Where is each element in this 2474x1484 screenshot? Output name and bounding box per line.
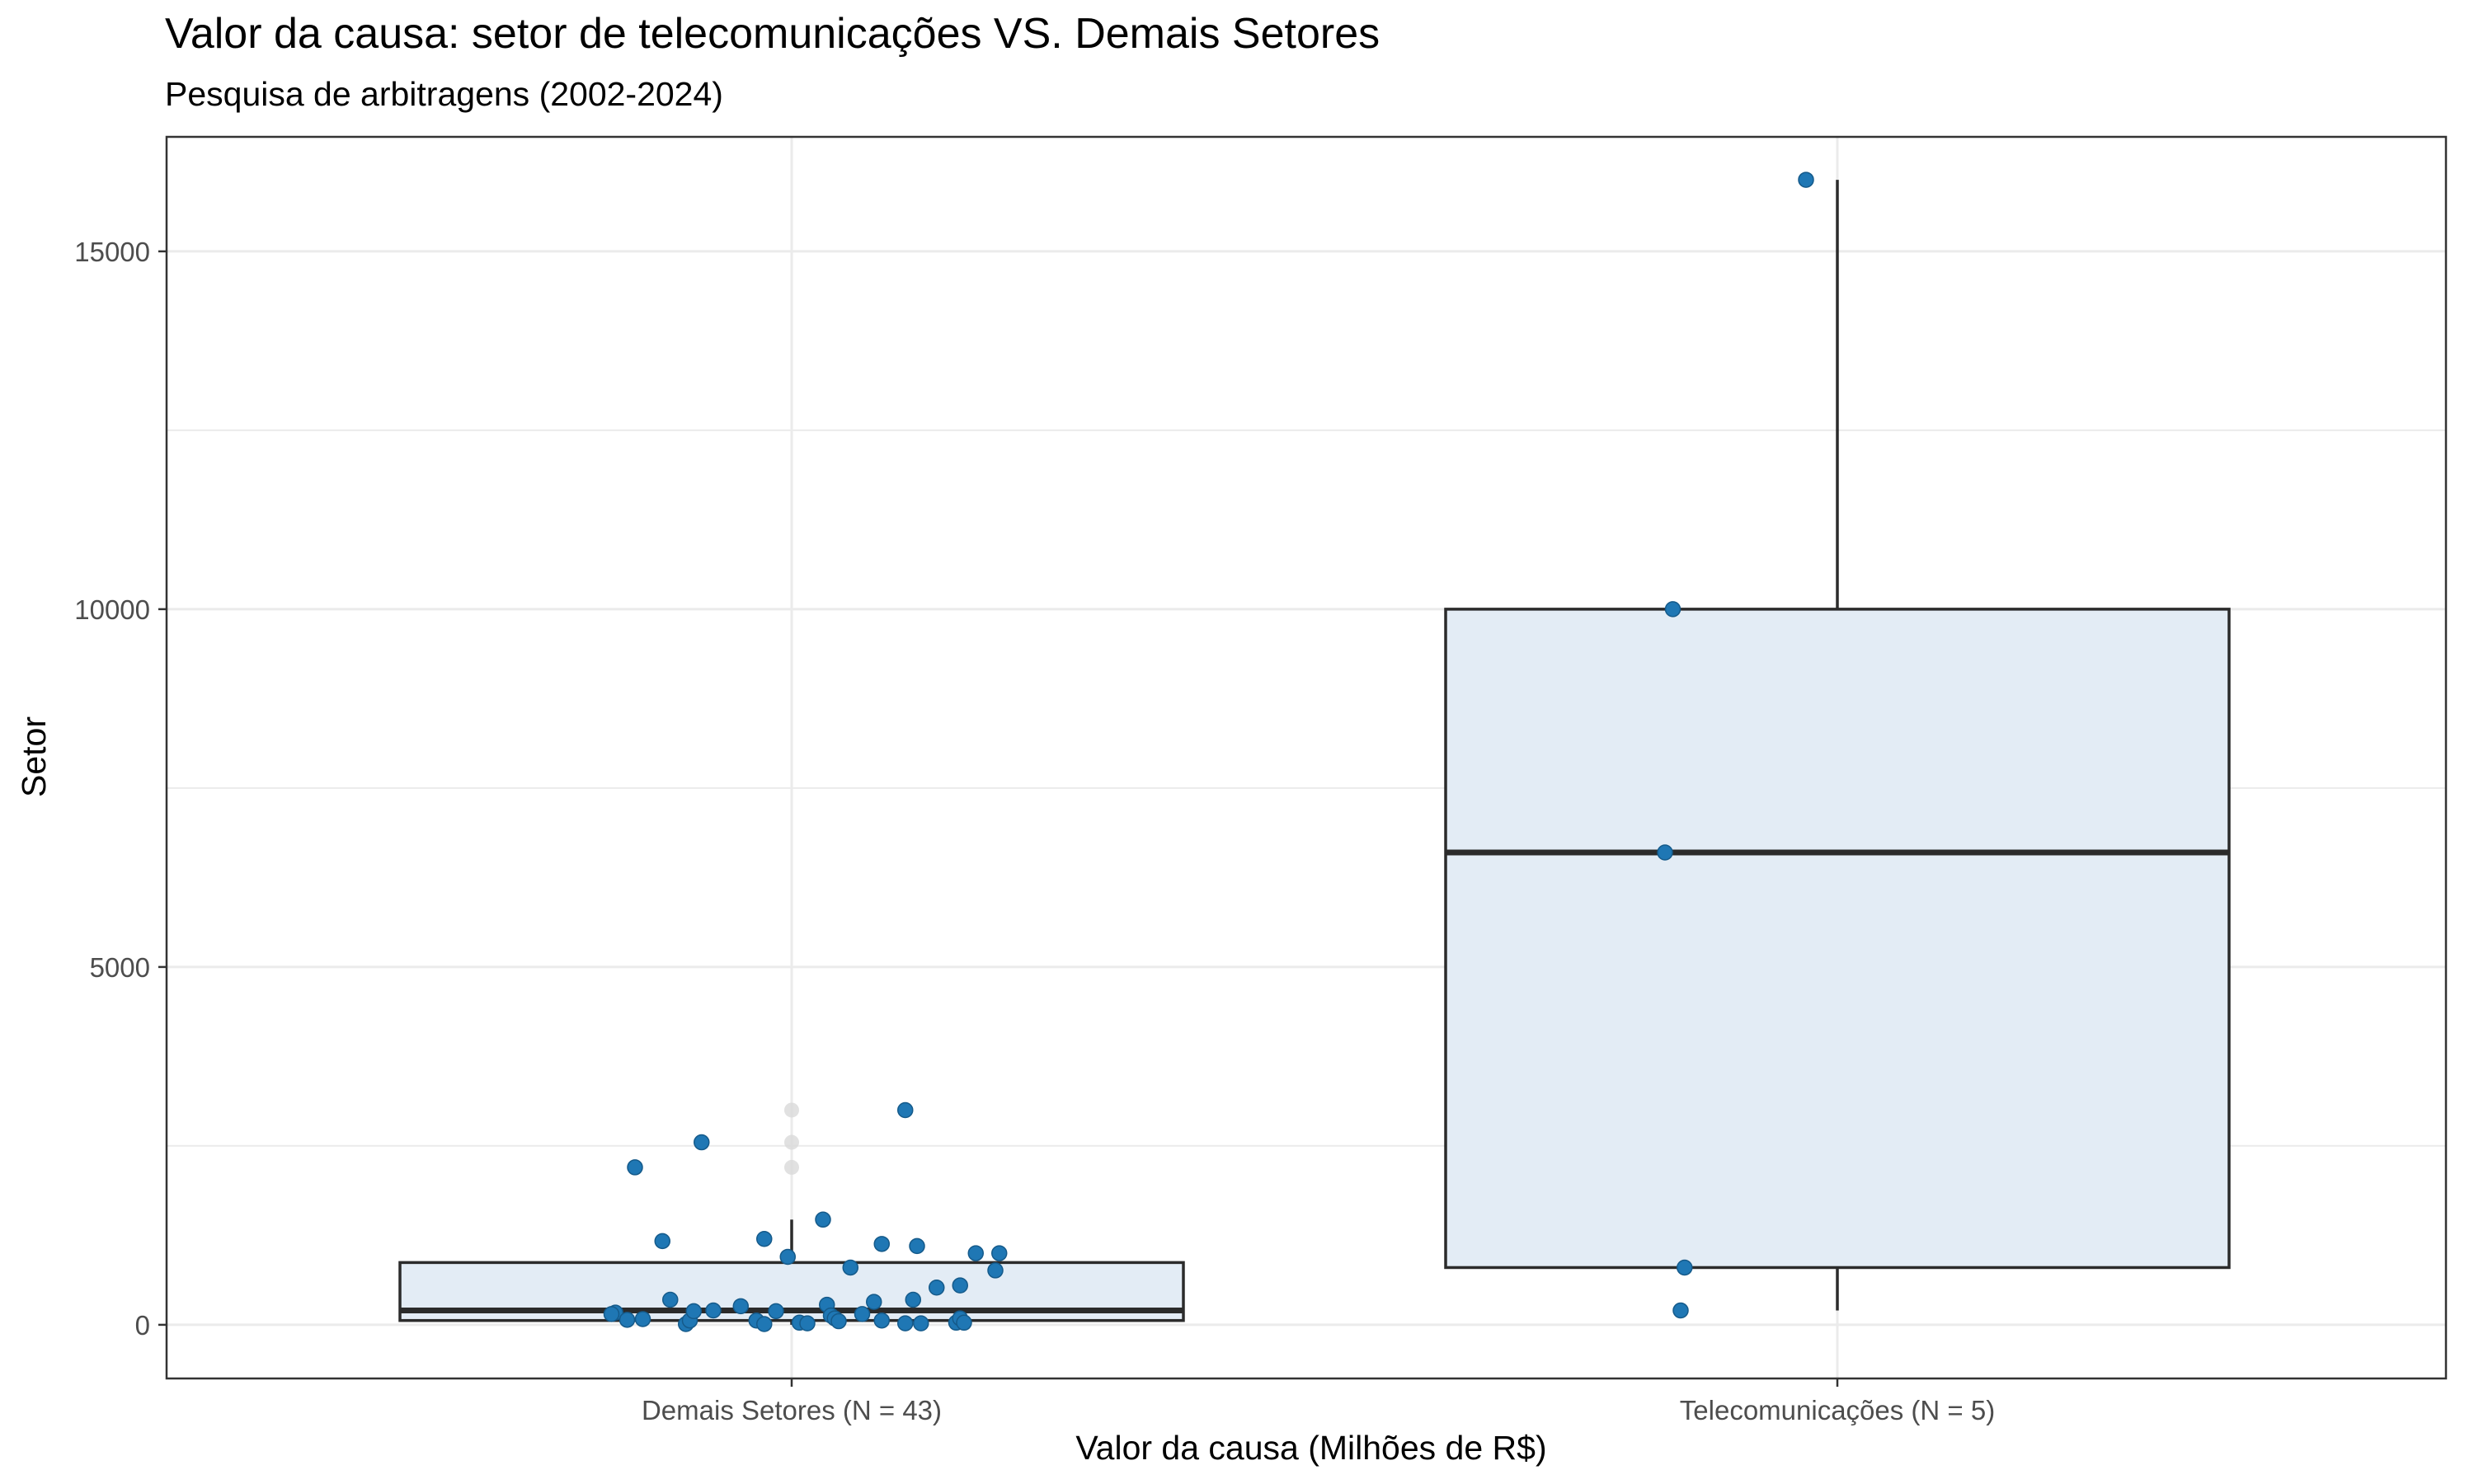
data-point [967,1245,984,1261]
data-point [815,1211,831,1228]
data-point [662,1291,679,1308]
data-point [913,1315,929,1331]
data-point [905,1291,921,1308]
data-point [873,1236,890,1252]
data-point [830,1313,847,1330]
data-point [952,1277,968,1294]
data-point [873,1312,890,1329]
data-point [732,1298,749,1315]
data-point [897,1315,914,1331]
data-point [799,1315,816,1331]
data-point [854,1306,871,1322]
data-point [627,1159,643,1176]
data-point [866,1294,882,1310]
y-tick-label: 0 [135,1310,150,1341]
data-point [1672,1302,1689,1319]
x-tick-label: Telecomunicações (N = 5) [1680,1395,1995,1425]
data-point [929,1280,945,1296]
box-outlier-point [784,1102,799,1118]
data-point [956,1314,972,1331]
panel-border [165,135,2448,1380]
x-axis-title: Valor da causa (Milhões de R$) [1075,1429,1546,1467]
data-point [842,1259,858,1276]
data-point [603,1306,620,1322]
chart-title: Valor da causa: setor de telecomunicaçõe… [165,10,1380,58]
box-body [1444,608,2231,1270]
data-point [756,1230,773,1247]
data-point [634,1311,651,1327]
data-point [654,1233,670,1250]
data-point [1657,844,1673,861]
x-tick-label: Demais Setores (N = 43) [642,1395,942,1425]
data-point [1664,601,1681,618]
data-point [909,1237,925,1255]
y-tick-label: 10000 [74,594,150,625]
box-outlier-point [784,1159,799,1175]
y-tick-label: 15000 [74,237,150,267]
data-point [694,1134,710,1151]
data-point [618,1312,636,1328]
data-point [768,1303,784,1320]
data-point [987,1262,1004,1279]
data-point [897,1101,914,1119]
data-point [685,1303,702,1320]
y-axis-title: Setor [15,716,53,797]
data-point [991,1245,1008,1261]
data-point [1677,1259,1693,1276]
data-point [756,1316,773,1332]
data-point [705,1302,722,1319]
y-tick-label: 5000 [90,952,150,983]
data-point [779,1248,796,1266]
plot-area: 0 5000 10000 15000 Demais Setores (N = 43) Te… [74,135,2448,1425]
data-point [1798,171,1814,188]
chart-subtitle: Pesquisa de arbitragens (2002-2024) [165,75,723,113]
box-outlier-point [784,1134,799,1150]
